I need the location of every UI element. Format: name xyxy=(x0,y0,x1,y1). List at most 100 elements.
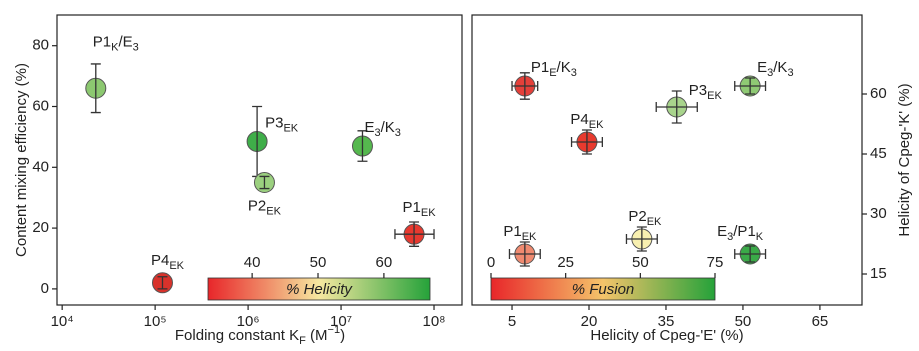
label-part: /K xyxy=(557,59,571,76)
colorbar-tick-label: 50 xyxy=(310,254,327,271)
label-part: 3 xyxy=(571,67,577,79)
y-tick-label: 30 xyxy=(870,205,887,222)
label-part: K xyxy=(756,231,764,243)
x-error-bar xyxy=(734,81,767,91)
y-tick-label: 40 xyxy=(32,158,49,175)
x-tick-label: 10⁸ xyxy=(423,313,446,330)
colorbar-label: % Helicity xyxy=(286,281,353,298)
x-error-bar xyxy=(508,249,541,259)
x-error-bar xyxy=(511,81,539,91)
label-part: K xyxy=(111,41,119,53)
point-label: P1EK xyxy=(503,223,537,243)
label-part: EK xyxy=(266,205,281,217)
point-label: P3EK xyxy=(265,114,299,134)
x-axis-title: Folding constant KF (M−1) xyxy=(175,324,345,347)
label-part: EK xyxy=(522,231,537,243)
label-part: P4 xyxy=(151,252,169,269)
point-label: P2EK xyxy=(628,208,662,228)
x-tick-label: 10⁷ xyxy=(330,313,352,330)
label-part: EK xyxy=(421,207,436,219)
label-part: 3 xyxy=(767,67,773,79)
y-error-bar xyxy=(157,276,168,290)
point-label: P4EK xyxy=(570,111,604,131)
point-label: P1EK xyxy=(403,199,437,219)
point-label: P2EK xyxy=(248,197,282,217)
plot-frame xyxy=(471,14,863,306)
point-label: E3/P1K xyxy=(717,223,764,243)
label-part: P1 xyxy=(531,59,549,76)
label-part: Folding constant K xyxy=(175,327,299,344)
colorbar xyxy=(490,277,716,301)
colorbar-tick-label: 0 xyxy=(487,254,495,271)
y-tick-label: 60 xyxy=(32,97,49,114)
label-part: P1 xyxy=(93,33,111,50)
colorbar-label: % Fusion xyxy=(572,281,635,298)
label-part: F xyxy=(299,335,306,347)
x-tick-label: 10⁵ xyxy=(144,313,167,330)
label-part: −1 xyxy=(328,324,341,336)
x-error-bar xyxy=(394,229,435,240)
y-tick-label: 15 xyxy=(870,265,887,282)
label-part: E xyxy=(549,67,556,79)
x-tick-label: 65 xyxy=(812,313,829,330)
x-tick-label: 10⁶ xyxy=(237,313,260,330)
y-tick-label: 20 xyxy=(32,219,49,236)
label-part: 3 xyxy=(374,127,380,139)
label-part: E xyxy=(757,59,767,76)
point-label: E3/K3 xyxy=(757,59,793,79)
point-label: P1K/E3 xyxy=(93,33,139,53)
y-error-bar xyxy=(90,63,101,114)
y-tick-label: 80 xyxy=(32,37,49,54)
label-part: EK xyxy=(589,119,604,131)
colorbar-tick-label: 25 xyxy=(557,254,574,271)
y-error-bar xyxy=(357,130,368,162)
x-tick-label: 50 xyxy=(735,313,752,330)
label-part: 3 xyxy=(133,41,139,53)
x-error-bar xyxy=(625,234,658,244)
label-part: /K xyxy=(773,59,787,76)
x-tick-label: 10⁴ xyxy=(51,313,74,330)
y-tick-label: 60 xyxy=(870,85,887,102)
x-tick-label: 35 xyxy=(658,313,675,330)
label-part: EK xyxy=(169,260,184,272)
label-part: 3 xyxy=(395,127,401,139)
x-error-bar xyxy=(734,249,767,259)
colorbar-tick-label: 75 xyxy=(707,254,724,271)
plot-frame xyxy=(56,14,463,306)
colorbar xyxy=(207,277,431,301)
y-tick-label: 45 xyxy=(870,145,887,162)
label-part: EK xyxy=(707,90,722,102)
label-part: P2 xyxy=(628,208,646,225)
x-axis-title: Helicity of Cpeg-'E' (%) xyxy=(590,327,743,344)
y-axis-title: Content mixing efficiency (%) xyxy=(13,63,30,257)
label-part: /P1 xyxy=(733,223,756,240)
label-part: (M xyxy=(306,327,328,344)
label-part: P3 xyxy=(265,114,283,131)
label-part: Helicity of Cpeg-'E' (%) xyxy=(590,327,743,344)
label-part: EK xyxy=(283,122,298,134)
point-label: P4EK xyxy=(151,252,185,272)
label-part: /K xyxy=(381,119,395,136)
label-part: ) xyxy=(340,327,345,344)
x-tick-label: 5 xyxy=(508,313,516,330)
point-label: P1E/K3 xyxy=(531,59,577,79)
y-axis-title: Helicity of Cpeg-'K' (%) xyxy=(896,83,913,236)
label-part: P1 xyxy=(403,199,421,216)
point-label: E3/K3 xyxy=(364,119,400,139)
colorbar-tick-label: 40 xyxy=(244,254,261,271)
label-part: P2 xyxy=(248,197,266,214)
point-label: P3EK xyxy=(689,82,723,102)
x-error-bar xyxy=(570,137,603,147)
label-part: P4 xyxy=(570,111,588,128)
colorbar-tick-label: 50 xyxy=(632,254,649,271)
label-part: 3 xyxy=(727,231,733,243)
label-part: EK xyxy=(647,216,662,228)
label-part: P3 xyxy=(689,82,707,99)
label-part: 3 xyxy=(787,67,793,79)
y-error-bar xyxy=(259,175,270,190)
y-tick-label: 0 xyxy=(41,280,49,297)
label-part: E xyxy=(364,119,374,136)
x-error-bar xyxy=(655,102,698,112)
colorbar-tick-label: 60 xyxy=(376,254,393,271)
